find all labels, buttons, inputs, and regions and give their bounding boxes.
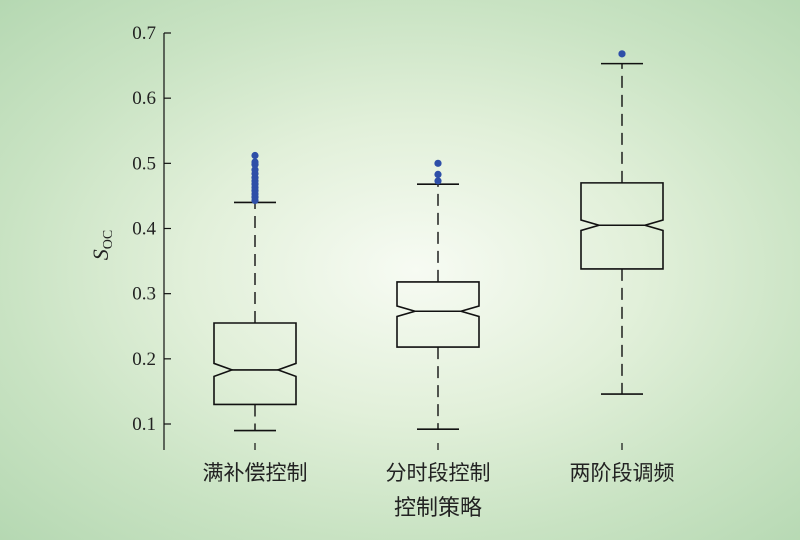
box-body xyxy=(213,322,297,406)
box-group xyxy=(213,151,297,432)
outlier-point xyxy=(434,177,442,185)
y-tick-label: 0.2 xyxy=(132,349,156,370)
outlier-point xyxy=(251,158,259,166)
boxes xyxy=(213,50,664,432)
x-category-label: 两阶段调频 xyxy=(570,461,675,485)
y-tick-label: 0.6 xyxy=(132,88,156,109)
y-tick-label: 0.7 xyxy=(132,23,156,44)
x-category-label: 满补偿控制 xyxy=(203,461,308,485)
outlier-point xyxy=(434,170,442,179)
y-tick-label: 0.4 xyxy=(132,219,156,240)
y-axis-title: SOC xyxy=(88,230,116,260)
y-tick-label: 0.5 xyxy=(132,153,156,174)
box-group xyxy=(580,50,664,395)
box-group xyxy=(396,159,480,431)
box-body xyxy=(580,182,664,270)
y-tick-label: 0.3 xyxy=(132,284,156,305)
y-ticks: 0.1 0.2 0.3 0.4 0.5 0.6 0.7 xyxy=(132,23,171,435)
outlier-point xyxy=(434,159,442,167)
outlier-point xyxy=(251,166,259,174)
outlier-point xyxy=(251,151,259,160)
x-category-labels: 满补偿控制 分时段控制 两阶段调频 xyxy=(203,443,675,485)
x-category-label: 分时段控制 xyxy=(386,461,491,485)
outlier-point xyxy=(618,50,626,58)
box-body xyxy=(396,281,480,348)
x-axis-title: 控制策略 xyxy=(394,495,482,520)
y-tick-label: 0.1 xyxy=(132,414,156,435)
